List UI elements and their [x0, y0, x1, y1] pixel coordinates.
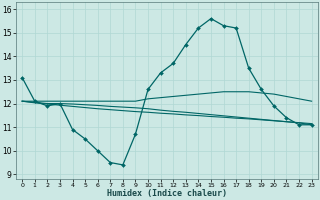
X-axis label: Humidex (Indice chaleur): Humidex (Indice chaleur): [107, 189, 227, 198]
